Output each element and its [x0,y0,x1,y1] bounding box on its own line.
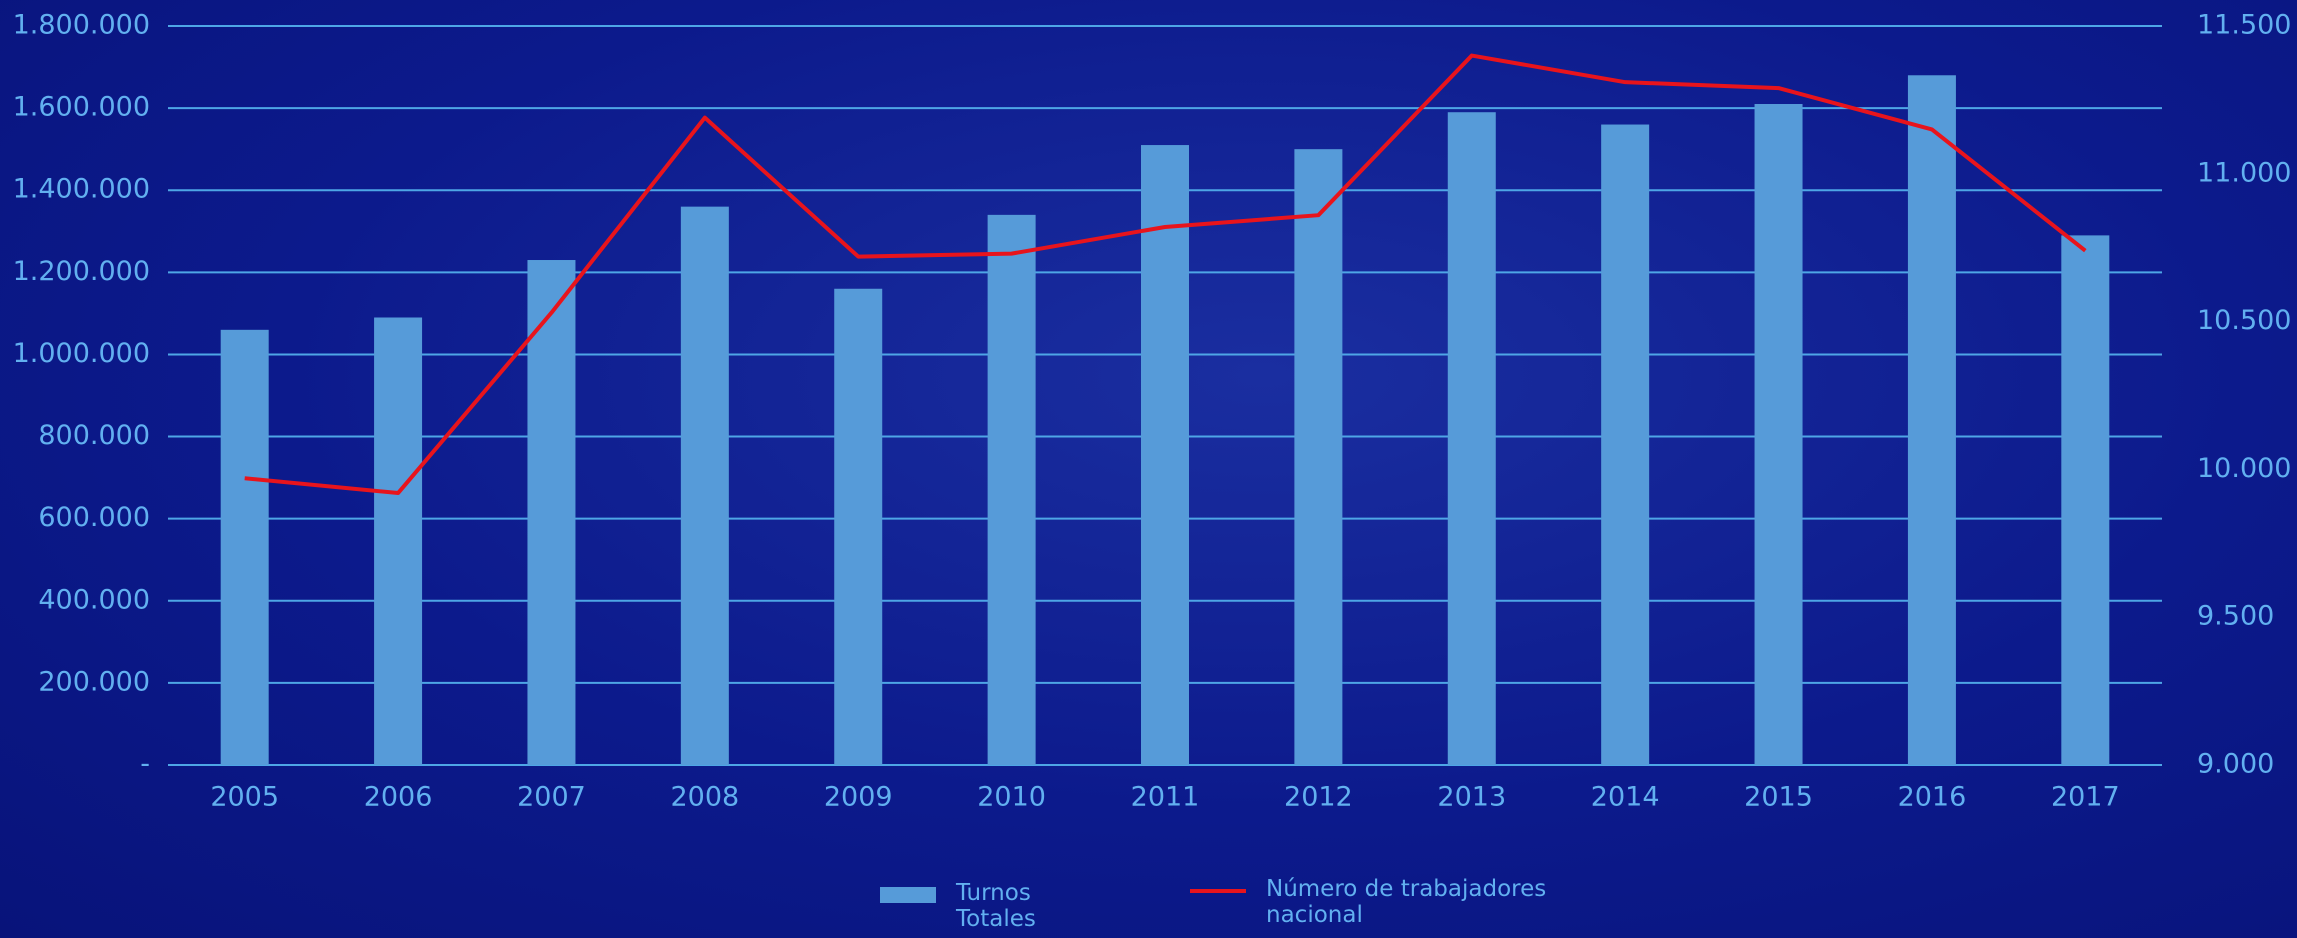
y-tick-label: 600.000 [38,502,150,533]
y2-tick-label: 11.000 [2197,157,2291,188]
bar [1141,145,1189,766]
bar [1601,124,1650,766]
y-tick-label: 800.000 [38,420,150,451]
bar [834,288,883,765]
y2-tick-label: 9.500 [2197,601,2274,632]
x-tick-label: 2007 [517,782,586,813]
y2-tick-label: 9.000 [2197,749,2274,780]
y-tick-label: - [140,749,150,780]
bar [527,260,576,765]
y2-tick-label: 10.500 [2197,305,2291,336]
legend-item: Turnos Totales [880,880,1056,932]
bar [2061,235,2110,766]
x-tick-label: 2017 [2051,782,2120,813]
bar [1754,104,1803,765]
y-tick-label: 1.200.000 [13,256,150,287]
legend-label: Número de trabajadores nacional [1266,876,1547,928]
x-tick-label: 2012 [1284,782,1353,813]
legend-swatch [880,887,936,903]
x-tick-label: 2010 [977,782,1046,813]
bar [1907,75,1956,766]
legend-item: Número de trabajadores nacional [1190,876,1566,928]
x-tick-label: 2015 [1744,782,1813,813]
bar [1447,112,1496,765]
x-tick-label: 2016 [1898,782,1967,813]
legend-label: Turnos Totales [956,880,1036,932]
y-tick-label: 1.800.000 [13,10,150,41]
x-tick-label: 2013 [1437,782,1506,813]
bar [680,206,729,766]
legend-swatch [1190,889,1246,893]
y-tick-label: 200.000 [38,666,150,697]
y2-tick-label: 10.000 [2197,453,2291,484]
x-tick-label: 2009 [824,782,893,813]
line [244,53,2087,496]
x-tick-label: 2014 [1591,782,1660,813]
x-tick-label: 2011 [1131,782,1200,813]
y2-tick-label: 11.500 [2197,10,2291,41]
bar [220,329,269,765]
x-tick-label: 2005 [210,782,279,813]
y-tick-label: 1.400.000 [13,174,150,205]
bar [374,317,423,765]
y-tick-label: 1.600.000 [13,92,150,123]
bar [987,214,1036,765]
y-tick-label: 400.000 [38,584,150,615]
x-tick-label: 2008 [670,782,739,813]
x-tick-label: 2006 [364,782,433,813]
bar [1294,149,1343,765]
y-tick-label: 1.000.000 [13,338,150,369]
